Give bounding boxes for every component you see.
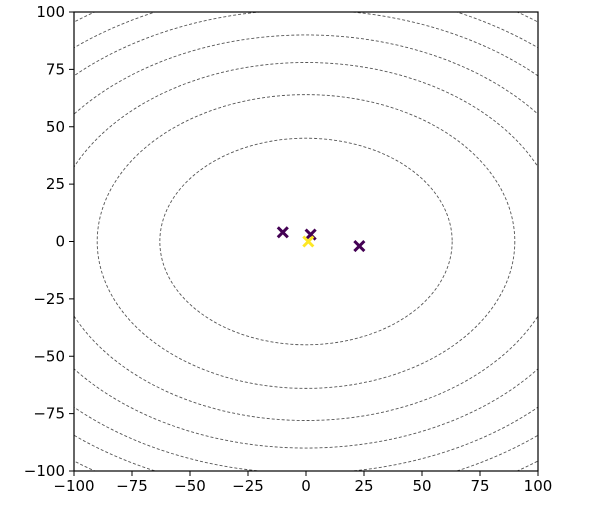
contour [74,12,538,471]
x-tick-label: 0 [301,477,311,495]
point [276,226,289,239]
contour [159,137,453,346]
y-tick-label: −50 [33,347,65,365]
y-tick-label: −25 [33,290,65,308]
y-tick-label: −100 [24,462,65,480]
x-tick-label: −75 [116,477,148,495]
x-tick-label: 25 [354,477,373,495]
x-tick-label: 75 [470,477,489,495]
marks-layer [276,226,366,253]
x-tick-label: −100 [53,477,94,495]
y-tick-label: 25 [46,175,65,193]
y-tick-label: 100 [36,3,65,21]
x-tick-label: 100 [524,477,553,495]
plot-frame [73,11,539,472]
contour [96,94,516,389]
x-tick-label: −50 [174,477,206,495]
y-tick-label: 0 [55,233,65,251]
x-tick-label: −25 [232,477,264,495]
y-tick-label: 50 [46,118,65,136]
x-tick-label: 50 [412,477,431,495]
y-tick-label: 75 [46,60,65,78]
y-tick-label: −75 [33,405,65,423]
point [353,240,366,253]
contour [74,62,538,421]
contour [74,34,538,449]
contour [74,12,538,471]
point [302,235,315,248]
